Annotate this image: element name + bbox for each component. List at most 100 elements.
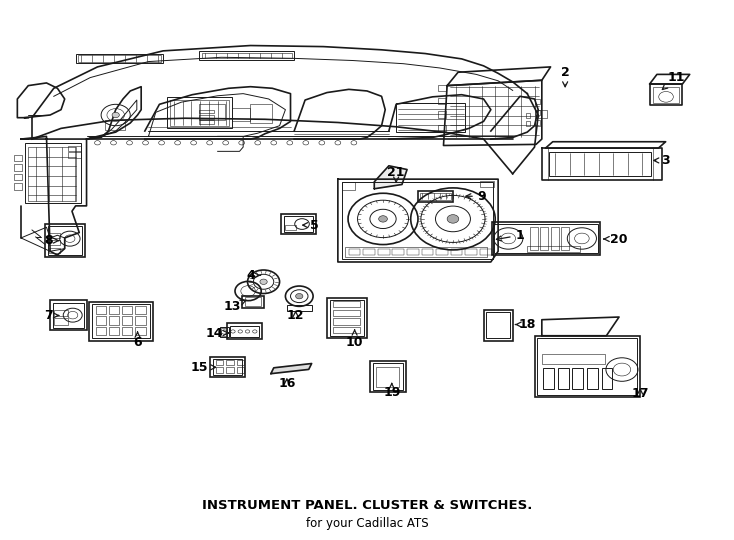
Bar <box>236 367 244 373</box>
Bar <box>330 300 364 336</box>
Bar <box>123 306 132 314</box>
Bar <box>349 248 360 255</box>
Bar <box>418 191 453 201</box>
Bar <box>200 115 214 119</box>
Bar <box>89 302 153 341</box>
Bar <box>49 247 59 253</box>
Bar <box>345 247 487 256</box>
Text: 14: 14 <box>206 327 228 340</box>
Polygon shape <box>542 148 662 180</box>
Bar <box>200 110 214 113</box>
Text: 16: 16 <box>278 377 296 390</box>
Bar <box>543 368 554 389</box>
Bar <box>220 327 228 337</box>
Bar <box>135 327 145 335</box>
Bar <box>217 360 223 365</box>
Bar <box>214 359 242 375</box>
Bar <box>226 367 233 373</box>
Bar <box>244 296 261 306</box>
Bar <box>363 248 375 255</box>
Bar <box>25 143 81 203</box>
Bar <box>333 309 360 316</box>
Bar <box>421 248 433 255</box>
Bar <box>286 225 296 230</box>
Bar <box>376 367 399 387</box>
Bar <box>534 120 540 126</box>
Circle shape <box>379 215 388 222</box>
Bar <box>527 246 580 252</box>
Bar <box>222 328 227 336</box>
Bar <box>602 368 612 389</box>
Bar <box>68 152 81 158</box>
Bar <box>530 227 538 249</box>
Bar <box>232 108 250 122</box>
Text: 12: 12 <box>287 309 305 322</box>
Text: 5: 5 <box>302 219 319 232</box>
Text: 13: 13 <box>224 300 247 313</box>
Bar <box>76 53 163 63</box>
Bar <box>226 360 233 365</box>
Bar <box>135 306 145 314</box>
Bar <box>538 110 547 118</box>
Text: 19: 19 <box>383 383 401 400</box>
Bar <box>202 53 292 58</box>
Bar <box>200 51 294 60</box>
Text: 20: 20 <box>604 233 627 246</box>
Bar <box>211 356 245 377</box>
Bar <box>534 110 540 115</box>
Bar <box>436 248 448 255</box>
Text: INSTRUMENT PANEL. CLUSTER & SWITCHES.: INSTRUMENT PANEL. CLUSTER & SWITCHES. <box>202 498 532 512</box>
Bar <box>50 300 87 330</box>
Polygon shape <box>271 363 312 374</box>
Bar <box>438 85 446 91</box>
Bar <box>373 363 404 390</box>
Bar <box>96 327 106 335</box>
Bar <box>49 233 59 238</box>
Bar <box>537 338 637 395</box>
Text: 17: 17 <box>631 388 649 401</box>
Bar <box>480 248 492 255</box>
Bar <box>217 367 223 373</box>
Bar <box>558 368 569 389</box>
Polygon shape <box>447 67 550 86</box>
Bar <box>54 309 68 316</box>
Bar <box>236 360 244 365</box>
Text: 10: 10 <box>346 330 363 349</box>
Bar <box>327 298 367 339</box>
Polygon shape <box>443 80 542 145</box>
Bar <box>281 214 316 234</box>
Bar <box>341 182 493 259</box>
Text: 6: 6 <box>134 332 142 349</box>
Text: 3: 3 <box>654 154 670 167</box>
Bar <box>109 327 120 335</box>
Circle shape <box>447 214 459 223</box>
Bar <box>333 301 360 307</box>
Bar <box>587 368 598 389</box>
Bar <box>68 146 81 151</box>
Bar <box>123 327 132 335</box>
Bar <box>438 98 446 104</box>
Text: 7: 7 <box>44 309 59 322</box>
Bar <box>493 222 600 255</box>
Bar <box>534 336 640 397</box>
Bar <box>573 368 584 389</box>
Bar <box>378 248 390 255</box>
Bar <box>542 354 606 364</box>
Bar <box>540 227 548 249</box>
Bar <box>341 182 355 190</box>
Bar <box>123 316 132 325</box>
Bar <box>495 224 598 253</box>
Bar <box>396 103 465 132</box>
Bar <box>241 296 264 308</box>
Bar <box>170 99 228 126</box>
Bar <box>370 361 407 392</box>
Bar <box>420 192 451 200</box>
Bar <box>465 248 477 255</box>
Bar <box>109 316 120 325</box>
Bar <box>96 306 106 314</box>
Bar <box>135 316 145 325</box>
Bar <box>45 224 85 257</box>
Bar <box>526 113 530 118</box>
Text: 8: 8 <box>44 234 59 247</box>
Bar <box>109 306 120 314</box>
